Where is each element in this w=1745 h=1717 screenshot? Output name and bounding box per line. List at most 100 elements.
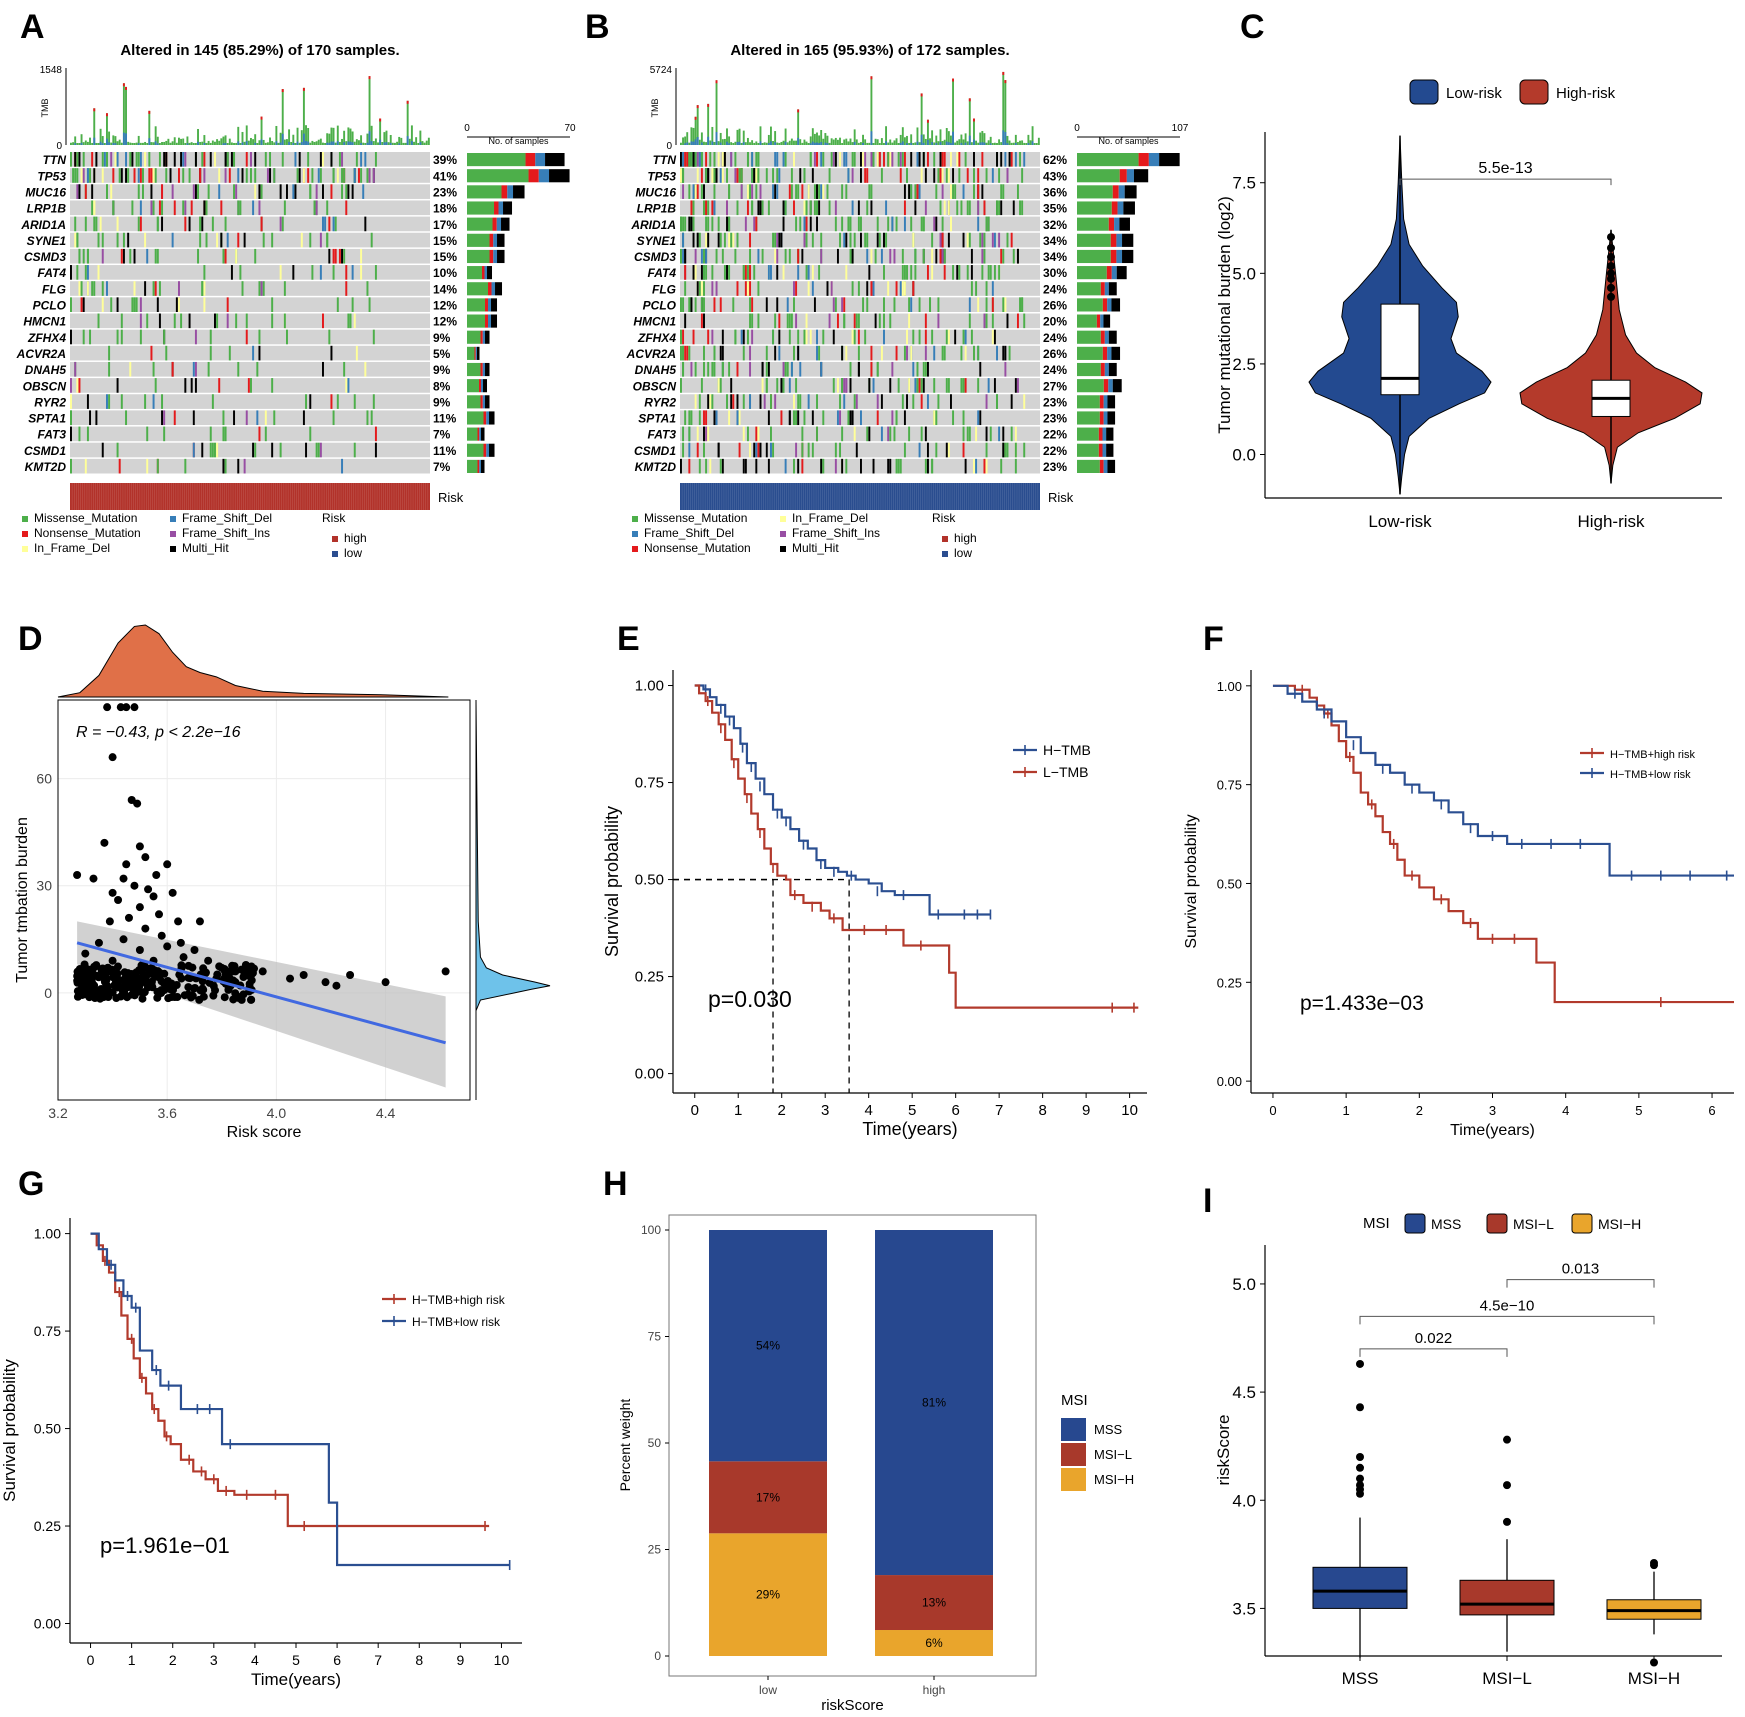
mutation-cell	[684, 313, 687, 329]
samples-bar-frame_shift_del	[493, 233, 498, 247]
mutation-cell	[857, 361, 860, 377]
mutation-cell	[163, 426, 166, 442]
mutation-cell	[680, 329, 682, 345]
mutation-cell	[749, 297, 752, 312]
tmb-axis-label: TMB	[40, 99, 50, 118]
tmb-bar	[983, 133, 986, 145]
samples-bar-multi_hit	[1119, 217, 1130, 231]
tmb-bar	[692, 127, 695, 145]
mutation-cell	[682, 442, 685, 458]
tmb-bar	[960, 134, 963, 145]
mutation-cell	[734, 168, 737, 183]
gene-label: LRP1B	[637, 202, 677, 216]
mutation-cell	[778, 329, 781, 345]
mutation-cell	[116, 378, 119, 393]
tmb-bar-segment	[351, 142, 354, 145]
tmb-bar	[122, 83, 125, 145]
legend-label: H−TMB+high risk	[412, 1293, 506, 1307]
mutation-cell	[899, 152, 902, 167]
mutation-cell	[76, 378, 79, 393]
y-tick-label: 4.0	[1232, 1491, 1256, 1510]
samples-bar-multi_hit	[501, 217, 510, 231]
samples-bar-missense	[467, 362, 481, 377]
mutation-cell	[903, 265, 906, 280]
tmb-bar	[358, 140, 360, 145]
mutation-cell	[692, 152, 695, 167]
mutation-cell	[688, 345, 691, 361]
mutation-cell	[137, 168, 140, 183]
x-tick-label: 3	[1489, 1103, 1496, 1118]
scatter-point	[113, 969, 122, 978]
mutation-cell	[696, 442, 699, 458]
mutation-cell	[89, 410, 92, 426]
scatter-point	[141, 853, 150, 862]
legend-swatch	[170, 531, 176, 537]
legend-swatch	[22, 546, 28, 552]
mutation-cell	[751, 200, 754, 216]
samples-bar-multi_hit	[1108, 330, 1117, 344]
tmb-bar	[851, 142, 854, 145]
mutation-cell	[774, 313, 777, 329]
mutation-cell	[680, 168, 682, 183]
scatter-point	[188, 991, 197, 1000]
tmb-bar	[715, 80, 718, 145]
mutation-cell	[977, 184, 980, 199]
mutation-cell	[207, 184, 210, 199]
mutation-cell	[74, 216, 77, 232]
mutation-cell	[776, 265, 779, 280]
mutation-cell	[788, 378, 791, 393]
y-tick-label: 0.75	[1217, 778, 1242, 793]
tmb-bar-segment	[694, 139, 697, 145]
x-tick-label: 6	[333, 1652, 341, 1668]
mutation-cell	[717, 232, 720, 248]
mutation-cell	[749, 184, 752, 199]
samples-bar-frame_shift_del	[507, 185, 514, 199]
mutation-cell	[680, 248, 682, 264]
bar-label: 81%	[922, 1396, 946, 1410]
mutation-cell	[1019, 152, 1022, 167]
tmb-bar	[1002, 71, 1005, 145]
tmb-bar	[1000, 142, 1003, 145]
mutation-cell	[120, 394, 123, 409]
mutation-cell	[866, 168, 869, 183]
mutation-cell	[968, 232, 971, 248]
mutation-cell	[682, 216, 685, 232]
tmb-bar	[167, 138, 170, 145]
mutation-cell	[851, 152, 854, 167]
mutation-cell	[799, 168, 802, 183]
scatter-point	[173, 992, 182, 1001]
mutation-cell	[962, 232, 965, 248]
tmb-bar-segment	[197, 141, 199, 145]
mutation-cell	[868, 426, 871, 442]
mutation-cell	[271, 378, 274, 393]
mutation-cell	[962, 378, 965, 393]
mutation-cell	[941, 232, 944, 248]
mutation-cell	[1002, 345, 1005, 361]
mutation-cell	[120, 248, 123, 264]
tmb-bar	[1033, 142, 1036, 145]
mutation-cell	[341, 458, 344, 474]
mutation-cell	[341, 152, 344, 167]
mutation-cell	[843, 313, 846, 329]
mutation-cell	[1012, 248, 1015, 264]
samples-bar-missense	[1077, 346, 1103, 360]
tmb-bar	[920, 93, 923, 145]
samples-bar-frame_shift_del	[482, 330, 486, 344]
tmb-bar-segment	[370, 141, 373, 145]
mutation-cell	[336, 168, 339, 183]
mutation-cell	[307, 168, 310, 183]
gene-percent: 24%	[1043, 282, 1067, 296]
mutation-cell	[264, 410, 267, 426]
mutation-cell	[319, 232, 322, 248]
tmb-bar	[703, 141, 705, 145]
mutation-cell	[330, 394, 333, 409]
samples-bar-nonsense	[1099, 411, 1104, 425]
mutation-cell	[1012, 200, 1015, 216]
comparison-label: 0.022	[1415, 1330, 1453, 1347]
mutation-cell	[985, 458, 988, 474]
mutation-cell	[744, 458, 747, 474]
samples-bar-missense	[1077, 201, 1112, 215]
tmb-bar-segment	[385, 142, 388, 145]
